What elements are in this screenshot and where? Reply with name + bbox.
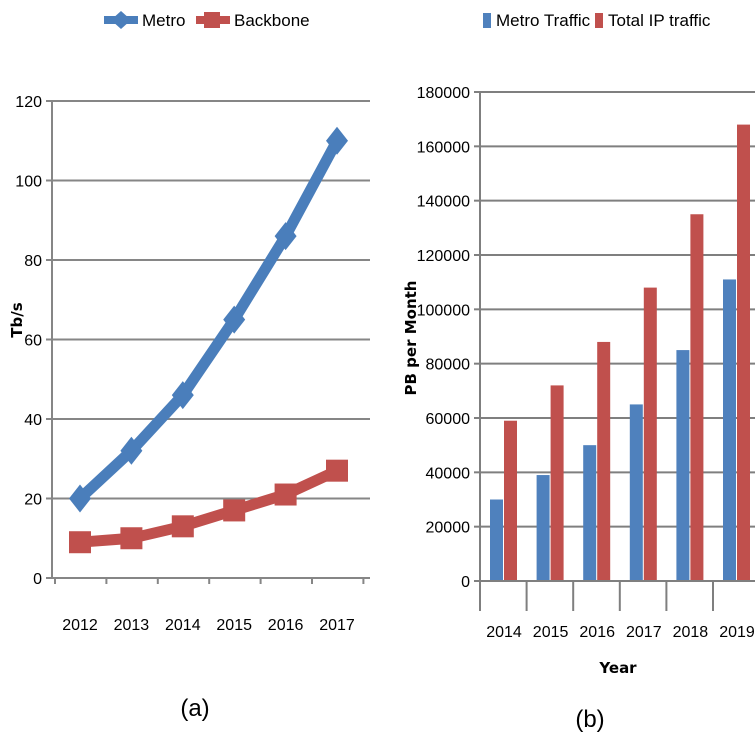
data-point xyxy=(274,483,297,506)
data-point xyxy=(69,531,91,554)
data-point xyxy=(223,499,246,522)
series-line xyxy=(76,138,342,503)
bar-total-ip-traffic xyxy=(690,214,704,581)
x-tick-label: 2015 xyxy=(216,617,252,634)
x-tick-label: 2014 xyxy=(165,617,201,634)
chart-b-y-axis-title: PB per Month xyxy=(402,281,420,396)
data-point xyxy=(171,381,194,410)
legend-backbone: Backbone xyxy=(196,11,310,30)
y-tick-label: 80 xyxy=(24,253,42,270)
data-point xyxy=(69,484,91,513)
chart-b-x-axis-title: Year xyxy=(598,659,637,677)
legend-backbone-label: Backbone xyxy=(234,11,310,30)
chart-a-axes xyxy=(51,100,370,579)
bar-total-ip-traffic xyxy=(504,420,517,581)
y-tick-label: 180000 xyxy=(417,85,470,102)
chart-b-bars xyxy=(490,124,750,581)
legend-total-ip-label: Total IP traffic xyxy=(608,11,711,30)
chart-a-y-ticks: 0 20 40 60 80 100 120 xyxy=(15,94,52,588)
y-tick-label: 40000 xyxy=(426,465,471,482)
data-point xyxy=(120,436,143,465)
chart-b: Metro Traffic Total IP traffic 0 20000 400… xyxy=(402,11,755,733)
legend-metro-label: Metro xyxy=(142,11,185,30)
y-tick-label: 80000 xyxy=(426,357,471,374)
y-tick-label: 160000 xyxy=(417,139,470,156)
chart-a-legend: Metro Backbone xyxy=(104,11,310,30)
series-line xyxy=(79,465,340,548)
y-tick-label: 140000 xyxy=(417,194,470,211)
bar-metro-traffic xyxy=(676,350,690,581)
bar-metro-traffic xyxy=(583,445,597,581)
y-tick-label: 100000 xyxy=(417,302,470,319)
y-tick-label: 60 xyxy=(24,333,42,350)
data-point xyxy=(326,126,348,155)
chart-b-legend: Metro Traffic Total IP traffic xyxy=(483,11,711,30)
legend-total-ip-swatch xyxy=(595,13,603,28)
legend-backbone-marker xyxy=(204,12,220,28)
bar-metro-traffic xyxy=(490,499,503,581)
y-tick-label: 120 xyxy=(15,94,42,111)
x-tick-label: 2016 xyxy=(579,624,615,641)
data-point xyxy=(120,527,143,550)
chart-b-caption: (b) xyxy=(575,706,604,733)
bar-total-ip-traffic xyxy=(550,385,564,581)
chart-a-y-axis-title: Tb/s xyxy=(8,302,26,337)
chart-a-series xyxy=(69,126,348,554)
chart-b-gridlines xyxy=(480,91,755,528)
chart-b-y-ticks: 0 20000 40000 60000 80000 100000 120000 140000 1… xyxy=(417,85,480,591)
chart-a-gridlines xyxy=(52,100,370,500)
bar-total-ip-traffic xyxy=(643,287,657,581)
chart-a-caption: (a) xyxy=(180,695,209,722)
chart-b-x-ticks: 2014 2015 2016 2017 2018 2019 xyxy=(479,581,755,641)
data-point xyxy=(274,222,297,251)
x-tick-label: 2017 xyxy=(626,624,662,641)
legend-metro-traffic-label: Metro Traffic xyxy=(496,11,591,30)
y-tick-label: 60000 xyxy=(426,411,471,428)
y-tick-label: 0 xyxy=(33,571,42,588)
bar-metro-traffic xyxy=(536,475,550,581)
legend-total-ip-traffic: Total IP traffic xyxy=(595,11,711,30)
series-backbone xyxy=(69,459,348,554)
x-tick-label: 2014 xyxy=(486,624,522,641)
data-point xyxy=(223,305,246,334)
y-tick-label: 20 xyxy=(24,492,42,509)
bar-total-ip-traffic xyxy=(737,124,750,581)
y-tick-label: 0 xyxy=(461,574,470,591)
y-tick-label: 120000 xyxy=(417,248,470,265)
x-tick-label: 2012 xyxy=(62,617,98,634)
x-tick-label: 2017 xyxy=(319,617,355,634)
series-metro xyxy=(69,126,348,513)
bar-metro-traffic xyxy=(723,279,736,581)
chart-a-x-ticks: 2012 2013 2014 2015 2016 2017 xyxy=(54,578,365,634)
legend-metro-traffic: Metro Traffic xyxy=(483,11,591,30)
y-tick-label: 40 xyxy=(24,412,42,429)
y-tick-label: 100 xyxy=(15,174,42,191)
x-tick-label: 2019 xyxy=(719,624,755,641)
legend-metro: Metro xyxy=(104,11,185,30)
legend-metro-marker xyxy=(111,11,131,29)
data-point xyxy=(171,515,194,538)
y-tick-label: 20000 xyxy=(426,520,471,537)
x-tick-label: 2013 xyxy=(114,617,150,634)
x-tick-label: 2016 xyxy=(268,617,304,634)
x-tick-label: 2015 xyxy=(533,624,569,641)
bar-metro-traffic xyxy=(629,404,643,581)
x-tick-label: 2018 xyxy=(673,624,709,641)
chart-b-axes xyxy=(479,91,755,582)
data-point xyxy=(326,459,348,482)
legend-metro-traffic-swatch xyxy=(483,13,491,28)
bar-total-ip-traffic xyxy=(597,341,611,581)
